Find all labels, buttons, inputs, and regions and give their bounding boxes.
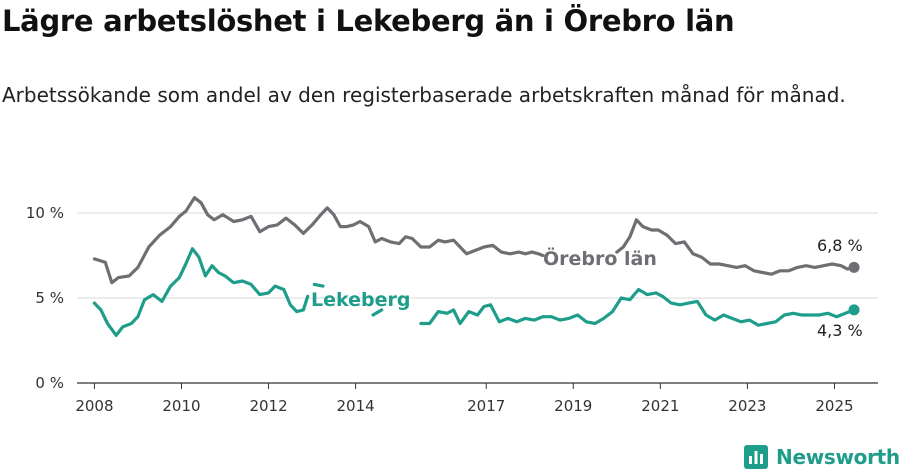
series-label-lekeberg: Lekeberg <box>311 289 410 311</box>
x-tick-label: 2008 <box>75 397 113 415</box>
y-axis: 0 % 5 % 10 % <box>26 204 64 392</box>
series-line-lekeberg <box>92 247 310 337</box>
chart-subtitle: Arbetssökande som andel av den registerb… <box>2 83 846 107</box>
y-tick-label: 10 % <box>26 204 64 222</box>
x-tick-label: 2012 <box>249 397 287 415</box>
gridlines <box>77 212 878 384</box>
x-axis: 2008 2010 2012 2014 2017 2019 2021 2023 2025 <box>75 383 854 415</box>
newsworthy-logo-icon <box>744 445 768 469</box>
end-value-orebro: 6,8 % <box>817 236 863 255</box>
x-tick-label: 2014 <box>337 397 375 415</box>
x-tick-label: 2017 <box>467 397 505 415</box>
labels-layer: Örebro län Lekeberg 6,8 % 4,3 % <box>311 236 863 340</box>
series-layer <box>92 196 860 337</box>
series-line-orebro <box>615 218 856 276</box>
brand-name: Newsworthy <box>776 445 900 469</box>
y-tick-label: 0 % <box>35 374 64 392</box>
series-end-point <box>848 261 860 273</box>
x-tick-label: 2023 <box>728 397 766 415</box>
x-tick-label: 2021 <box>641 397 679 415</box>
chart-title: Lägre arbetslöshet i Lekeberg än i Örebr… <box>2 4 735 38</box>
series-line-lekeberg <box>419 287 856 327</box>
series-line-orebro <box>92 196 545 285</box>
newsworthy-brand[interactable]: Newsworthy <box>744 443 900 471</box>
series-line-lekeberg <box>371 308 384 317</box>
series-label-orebro: Örebro län <box>543 246 657 270</box>
x-tick-label: 2025 <box>815 397 853 415</box>
y-tick-label: 5 % <box>35 289 64 307</box>
end-value-lekeberg: 4,3 % <box>817 321 863 340</box>
series-line-lekeberg <box>312 282 325 288</box>
x-tick-label: 2010 <box>162 397 200 415</box>
x-tick-label: 2019 <box>554 397 592 415</box>
series-end-point <box>848 304 860 316</box>
